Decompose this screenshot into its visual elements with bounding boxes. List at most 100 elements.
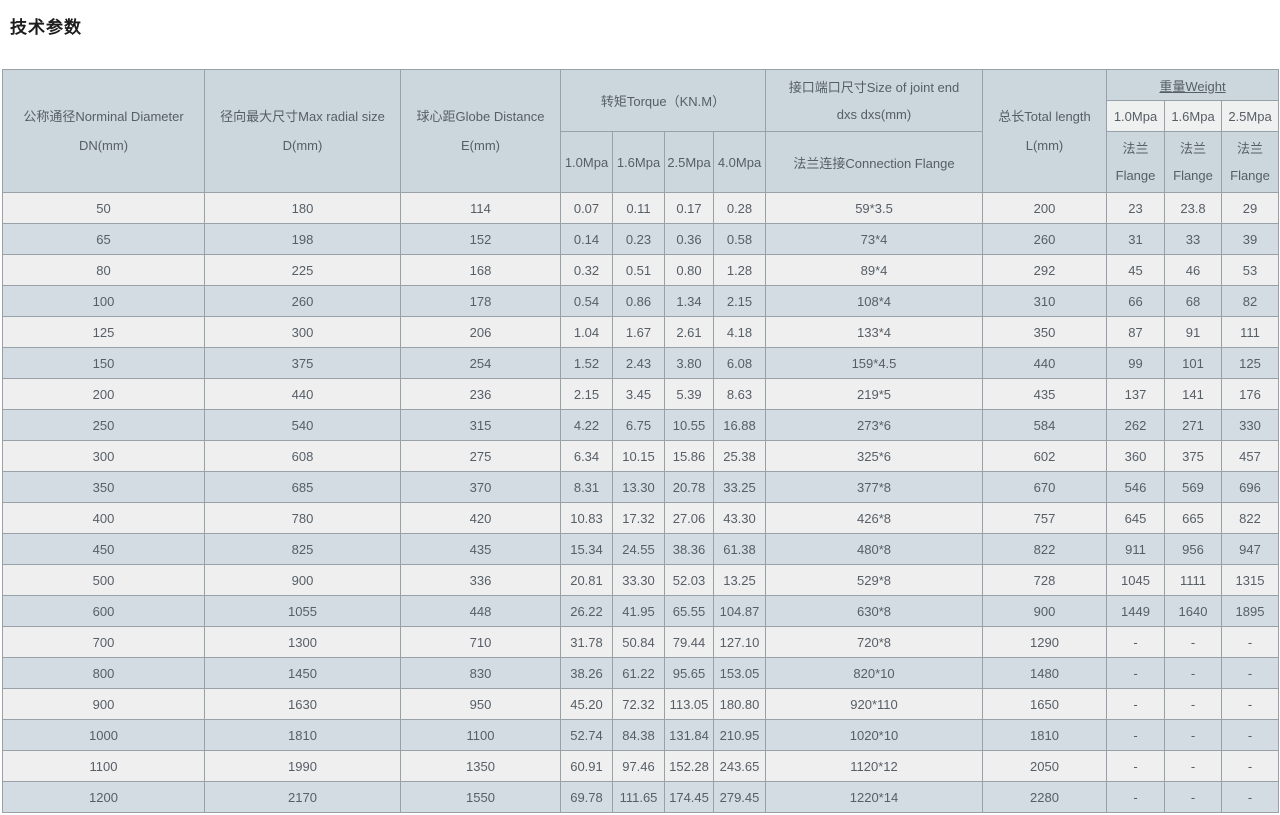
table-row: 400 780 420 10.83 17.32 27.06 43.30 426*8 757 645… bbox=[2, 502, 1280, 534]
table-row: 200 440 236 2.15 3.45 5.39 8.63 219*5 435 137 141 1… bbox=[2, 378, 1280, 410]
cell-total-length: 584 bbox=[982, 409, 1107, 441]
cell-weight-1-6mpa: - bbox=[1164, 750, 1222, 782]
cell-weight-1-0mpa: 99 bbox=[1106, 347, 1165, 379]
cell-e: 336 bbox=[400, 564, 561, 596]
cell-torque-4-0mpa: 2.15 bbox=[713, 285, 766, 317]
col-header-joint-end-size: 接口端口尺寸Size of joint end dxs dxs(mm) bbox=[765, 69, 983, 132]
cell-dn: 350 bbox=[2, 471, 205, 503]
cell-torque-1-0mpa: 52.74 bbox=[560, 719, 613, 751]
header-text: D(mm) bbox=[282, 138, 323, 153]
cell-joint-end-size: 480*8 bbox=[765, 533, 983, 565]
cell-weight-1-0mpa: 1449 bbox=[1106, 595, 1165, 627]
cell-joint-end-size: 325*6 bbox=[765, 440, 983, 472]
cell-joint-end-size: 1220*14 bbox=[765, 781, 983, 813]
cell-torque-1-6mpa: 33.30 bbox=[612, 564, 665, 596]
table-row: 80 225 168 0.32 0.51 0.80 1.28 89*4 292 45 46 53 bbox=[2, 254, 1280, 286]
cell-d: 225 bbox=[204, 254, 401, 286]
col-header-weight-1-0mpa: 1.0Mpa bbox=[1106, 100, 1165, 132]
cell-total-length: 260 bbox=[982, 223, 1107, 255]
cell-torque-4-0mpa: 6.08 bbox=[713, 347, 766, 379]
table-row: 1200 2170 1550 69.78 111.65 174.45 279.45 1220*… bbox=[2, 781, 1280, 813]
cell-torque-1-0mpa: 45.20 bbox=[560, 688, 613, 720]
cell-torque-2-5mpa: 0.36 bbox=[664, 223, 714, 255]
cell-torque-1-0mpa: 20.81 bbox=[560, 564, 613, 596]
cell-weight-2-5mpa: 111 bbox=[1220, 316, 1280, 348]
cell-e: 830 bbox=[400, 657, 561, 689]
cell-d: 780 bbox=[204, 502, 401, 534]
cell-weight-2-5mpa: 947 bbox=[1220, 533, 1280, 565]
cell-total-length: 2050 bbox=[982, 750, 1107, 782]
tech-params-table: 公称通径Norminal Diameter DN(mm) 径向最大尺寸Max r… bbox=[2, 69, 1280, 813]
cell-torque-1-6mpa: 3.45 bbox=[612, 378, 665, 410]
cell-weight-2-5mpa: - bbox=[1220, 626, 1280, 658]
header-text: Flange bbox=[1230, 168, 1270, 183]
cell-torque-1-0mpa: 60.91 bbox=[560, 750, 613, 782]
cell-torque-2-5mpa: 65.55 bbox=[664, 595, 714, 627]
header-text: dxs dxs(mm) bbox=[836, 106, 912, 122]
table-row: 50 180 114 0.07 0.11 0.17 0.28 59*3.5 200 23 23.8 2… bbox=[2, 192, 1280, 224]
cell-torque-1-0mpa: 31.78 bbox=[560, 626, 613, 658]
cell-e: 275 bbox=[400, 440, 561, 472]
cell-weight-2-5mpa: 29 bbox=[1220, 192, 1280, 224]
cell-weight-1-0mpa: 546 bbox=[1106, 471, 1165, 503]
cell-weight-1-0mpa: - bbox=[1106, 781, 1165, 813]
col-header-weight-flange-1: 法兰 Flange bbox=[1106, 131, 1165, 193]
cell-total-length: 440 bbox=[982, 347, 1107, 379]
col-header-connection-flange: 法兰连接Connection Flange bbox=[765, 131, 983, 193]
cell-weight-1-6mpa: - bbox=[1164, 719, 1222, 751]
cell-e: 710 bbox=[400, 626, 561, 658]
header-text: DN(mm) bbox=[78, 138, 129, 153]
cell-torque-1-0mpa: 38.26 bbox=[560, 657, 613, 689]
cell-weight-1-6mpa: - bbox=[1164, 626, 1222, 658]
cell-total-length: 2280 bbox=[982, 781, 1107, 813]
cell-torque-4-0mpa: 25.38 bbox=[713, 440, 766, 472]
table-row: 900 1630 950 45.20 72.32 113.05 180.80 920*110 1… bbox=[2, 688, 1280, 720]
cell-dn: 80 bbox=[2, 254, 205, 286]
cell-total-length: 1290 bbox=[982, 626, 1107, 658]
header-text: 公称通径Norminal Diameter bbox=[23, 109, 184, 124]
cell-torque-1-0mpa: 2.15 bbox=[560, 378, 613, 410]
cell-total-length: 1650 bbox=[982, 688, 1107, 720]
cell-weight-1-0mpa: 645 bbox=[1106, 502, 1165, 534]
cell-weight-2-5mpa: 176 bbox=[1220, 378, 1280, 410]
cell-weight-2-5mpa: 457 bbox=[1220, 440, 1280, 472]
cell-total-length: 670 bbox=[982, 471, 1107, 503]
cell-weight-1-0mpa: 87 bbox=[1106, 316, 1165, 348]
cell-total-length: 200 bbox=[982, 192, 1107, 224]
cell-d: 300 bbox=[204, 316, 401, 348]
cell-torque-1-6mpa: 84.38 bbox=[612, 719, 665, 751]
table-header: 公称通径Norminal Diameter DN(mm) 径向最大尺寸Max r… bbox=[2, 69, 1280, 193]
cell-e: 178 bbox=[400, 285, 561, 317]
cell-weight-2-5mpa: 822 bbox=[1220, 502, 1280, 534]
header-text: 重量Weight bbox=[1159, 78, 1226, 94]
cell-joint-end-size: 1020*10 bbox=[765, 719, 983, 751]
table-row: 150 375 254 1.52 2.43 3.80 6.08 159*4.5 440 99 101… bbox=[2, 347, 1280, 379]
cell-d: 540 bbox=[204, 409, 401, 441]
cell-joint-end-size: 1120*12 bbox=[765, 750, 983, 782]
cell-weight-1-6mpa: 68 bbox=[1164, 285, 1222, 317]
cell-torque-4-0mpa: 1.28 bbox=[713, 254, 766, 286]
cell-weight-2-5mpa: - bbox=[1220, 750, 1280, 782]
cell-d: 260 bbox=[204, 285, 401, 317]
cell-joint-end-size: 377*8 bbox=[765, 471, 983, 503]
cell-e: 448 bbox=[400, 595, 561, 627]
page-title: 技术参数 bbox=[10, 18, 82, 37]
cell-total-length: 1480 bbox=[982, 657, 1107, 689]
cell-dn: 400 bbox=[2, 502, 205, 534]
col-header-total-length: 总长Total length L(mm) bbox=[982, 69, 1107, 193]
cell-torque-4-0mpa: 0.28 bbox=[713, 192, 766, 224]
cell-d: 1450 bbox=[204, 657, 401, 689]
cell-joint-end-size: 59*3.5 bbox=[765, 192, 983, 224]
cell-torque-2-5mpa: 131.84 bbox=[664, 719, 714, 751]
cell-joint-end-size: 133*4 bbox=[765, 316, 983, 348]
cell-dn: 100 bbox=[2, 285, 205, 317]
cell-torque-4-0mpa: 153.05 bbox=[713, 657, 766, 689]
cell-torque-1-6mpa: 13.30 bbox=[612, 471, 665, 503]
header-text: 法兰 bbox=[1179, 141, 1206, 156]
cell-d: 685 bbox=[204, 471, 401, 503]
cell-torque-2-5mpa: 152.28 bbox=[664, 750, 714, 782]
cell-weight-2-5mpa: 696 bbox=[1220, 471, 1280, 503]
cell-weight-1-0mpa: 45 bbox=[1106, 254, 1165, 286]
cell-torque-1-0mpa: 0.07 bbox=[560, 192, 613, 224]
cell-weight-2-5mpa: 125 bbox=[1220, 347, 1280, 379]
